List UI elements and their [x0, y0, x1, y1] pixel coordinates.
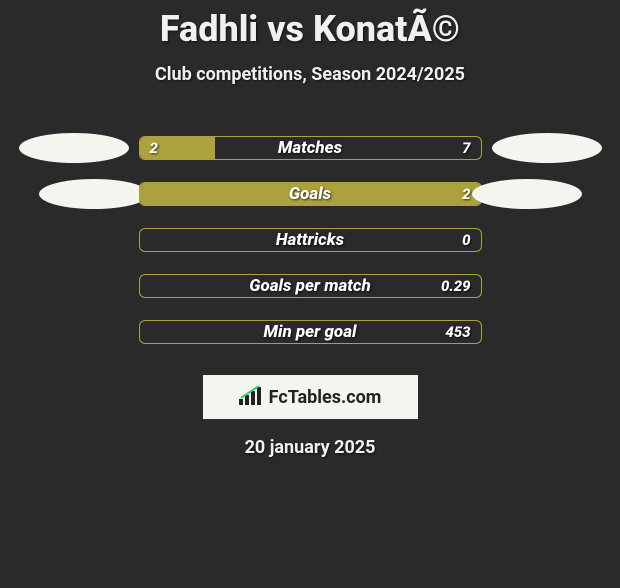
right-ellipse — [472, 179, 582, 209]
stat-bar: 2Matches7 — [139, 136, 482, 160]
stat-row: Min per goal453 — [0, 309, 620, 355]
comparison-chart: 2Matches7 Goals2 Hattricks0 Goals per match… — [0, 125, 620, 355]
stat-row: 2Matches7 — [0, 125, 620, 171]
stat-bar: Hattricks0 — [139, 228, 482, 252]
stat-right-value: 2 — [462, 183, 470, 205]
stat-label: Min per goal — [140, 321, 481, 343]
stat-label: Goals per match — [140, 275, 481, 297]
stat-bar: Goals per match0.29 — [139, 274, 482, 298]
stat-row: Goals2 — [0, 171, 620, 217]
stat-right-value: 453 — [445, 321, 470, 343]
left-ellipse — [39, 179, 149, 209]
logo-box: FcTables.com — [203, 375, 418, 419]
chart-icon — [239, 385, 263, 409]
page-subtitle: Club competitions, Season 2024/2025 — [0, 64, 620, 85]
page-title: Fadhli vs KonatÃ© — [0, 8, 620, 50]
stat-right-value: 0 — [462, 229, 470, 251]
stat-row: Hattricks0 — [0, 217, 620, 263]
stat-bar: Goals2 — [139, 182, 482, 206]
stat-row: Goals per match0.29 — [0, 263, 620, 309]
right-ellipse — [492, 133, 602, 163]
date-label: 20 january 2025 — [0, 437, 620, 458]
stat-bar: Min per goal453 — [139, 320, 482, 344]
stat-left-value: 2 — [150, 137, 158, 159]
logo-text: FcTables.com — [269, 387, 382, 408]
stat-right-value: 0.29 — [441, 275, 470, 297]
stat-label: Hattricks — [140, 229, 481, 251]
left-ellipse — [19, 133, 129, 163]
stat-bar-fill — [140, 183, 481, 205]
stat-right-value: 7 — [462, 137, 470, 159]
